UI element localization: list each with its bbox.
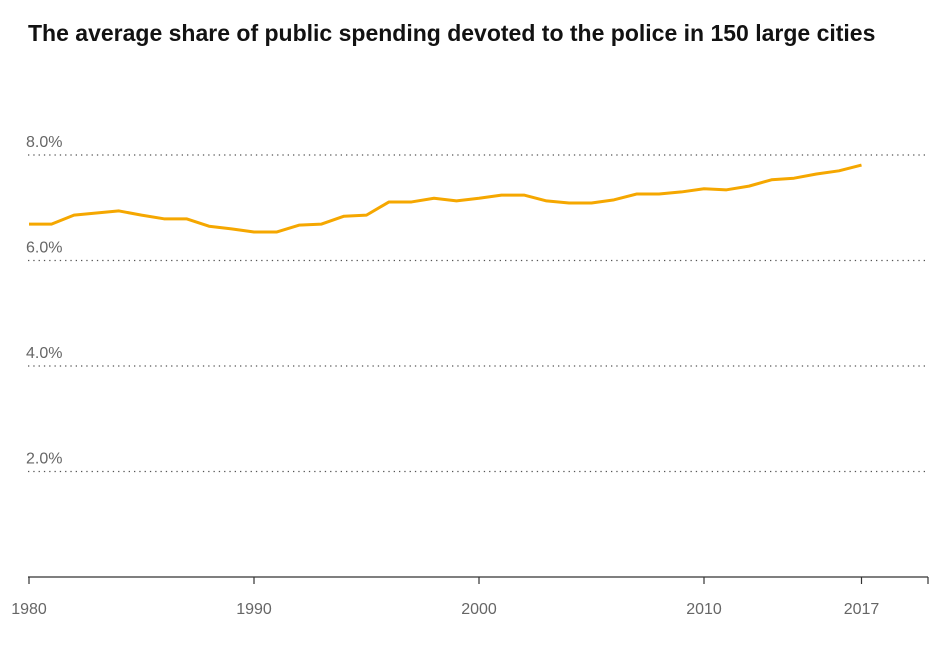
x-tick-label: 2017 [844,601,880,618]
x-tick-label: 2000 [461,601,497,618]
series-line [29,163,862,234]
chart-title: The average share of public spending dev… [28,20,876,46]
y-tick-label: 2.0% [26,451,62,468]
y-tick-label: 4.0% [26,345,62,362]
x-tick-label: 1990 [236,601,272,618]
y-tick-label: 6.0% [26,240,62,257]
y-tick-label: 8.0% [26,134,62,151]
x-tick-label: 2010 [686,601,722,618]
x-tick-label: 1980 [11,601,47,618]
